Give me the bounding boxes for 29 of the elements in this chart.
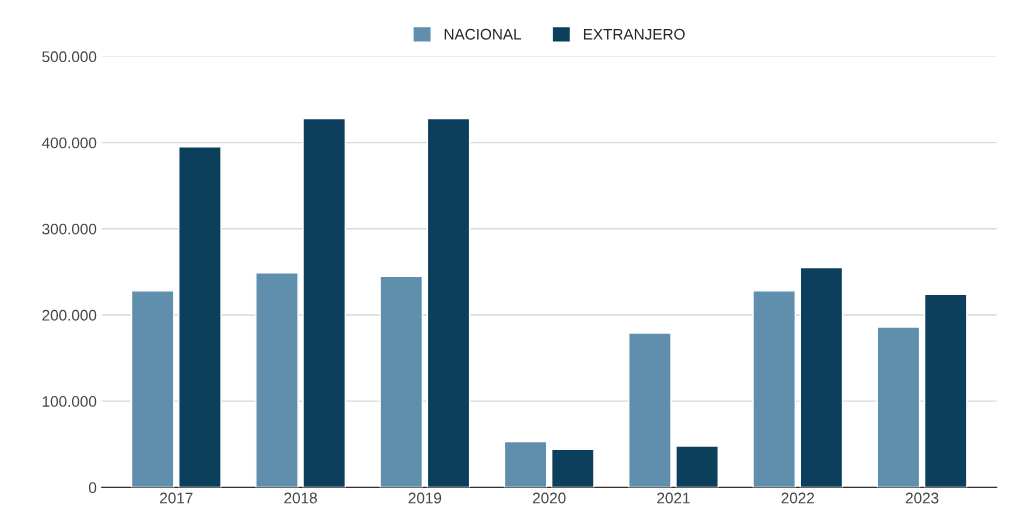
y-tick-label: 200.000 <box>42 309 97 321</box>
bar <box>752 290 796 488</box>
y-tick-label: 400.000 <box>41 137 97 149</box>
bar <box>302 117 347 488</box>
bar <box>178 146 222 488</box>
bar <box>628 332 672 488</box>
bar <box>503 440 548 488</box>
bar <box>550 448 595 488</box>
y-tick-label: 300.000 <box>42 223 97 235</box>
bar <box>675 445 719 488</box>
bar <box>379 275 424 488</box>
bar <box>799 266 844 488</box>
x-tick-label: 2022 <box>781 492 815 504</box>
bar <box>426 117 471 488</box>
bar <box>923 293 968 488</box>
x-tick-label: 2018 <box>284 492 317 504</box>
x-tick-label: 2017 <box>160 492 193 504</box>
bar <box>876 326 921 488</box>
x-tick-label: 2023 <box>905 492 939 504</box>
y-tick-label: 500.000 <box>42 51 97 63</box>
y-tick-label: 0 <box>88 482 97 494</box>
x-tick-label: 2020 <box>532 492 566 504</box>
bar <box>130 290 175 488</box>
bar <box>255 272 299 488</box>
x-tick-label: 2019 <box>408 492 442 504</box>
legend-label: NACIONAL <box>444 28 522 40</box>
x-tick-label: 2021 <box>657 492 690 504</box>
legend-label: EXTRANJERO <box>583 28 685 40</box>
y-tick-label: 100.000 <box>42 396 97 407</box>
